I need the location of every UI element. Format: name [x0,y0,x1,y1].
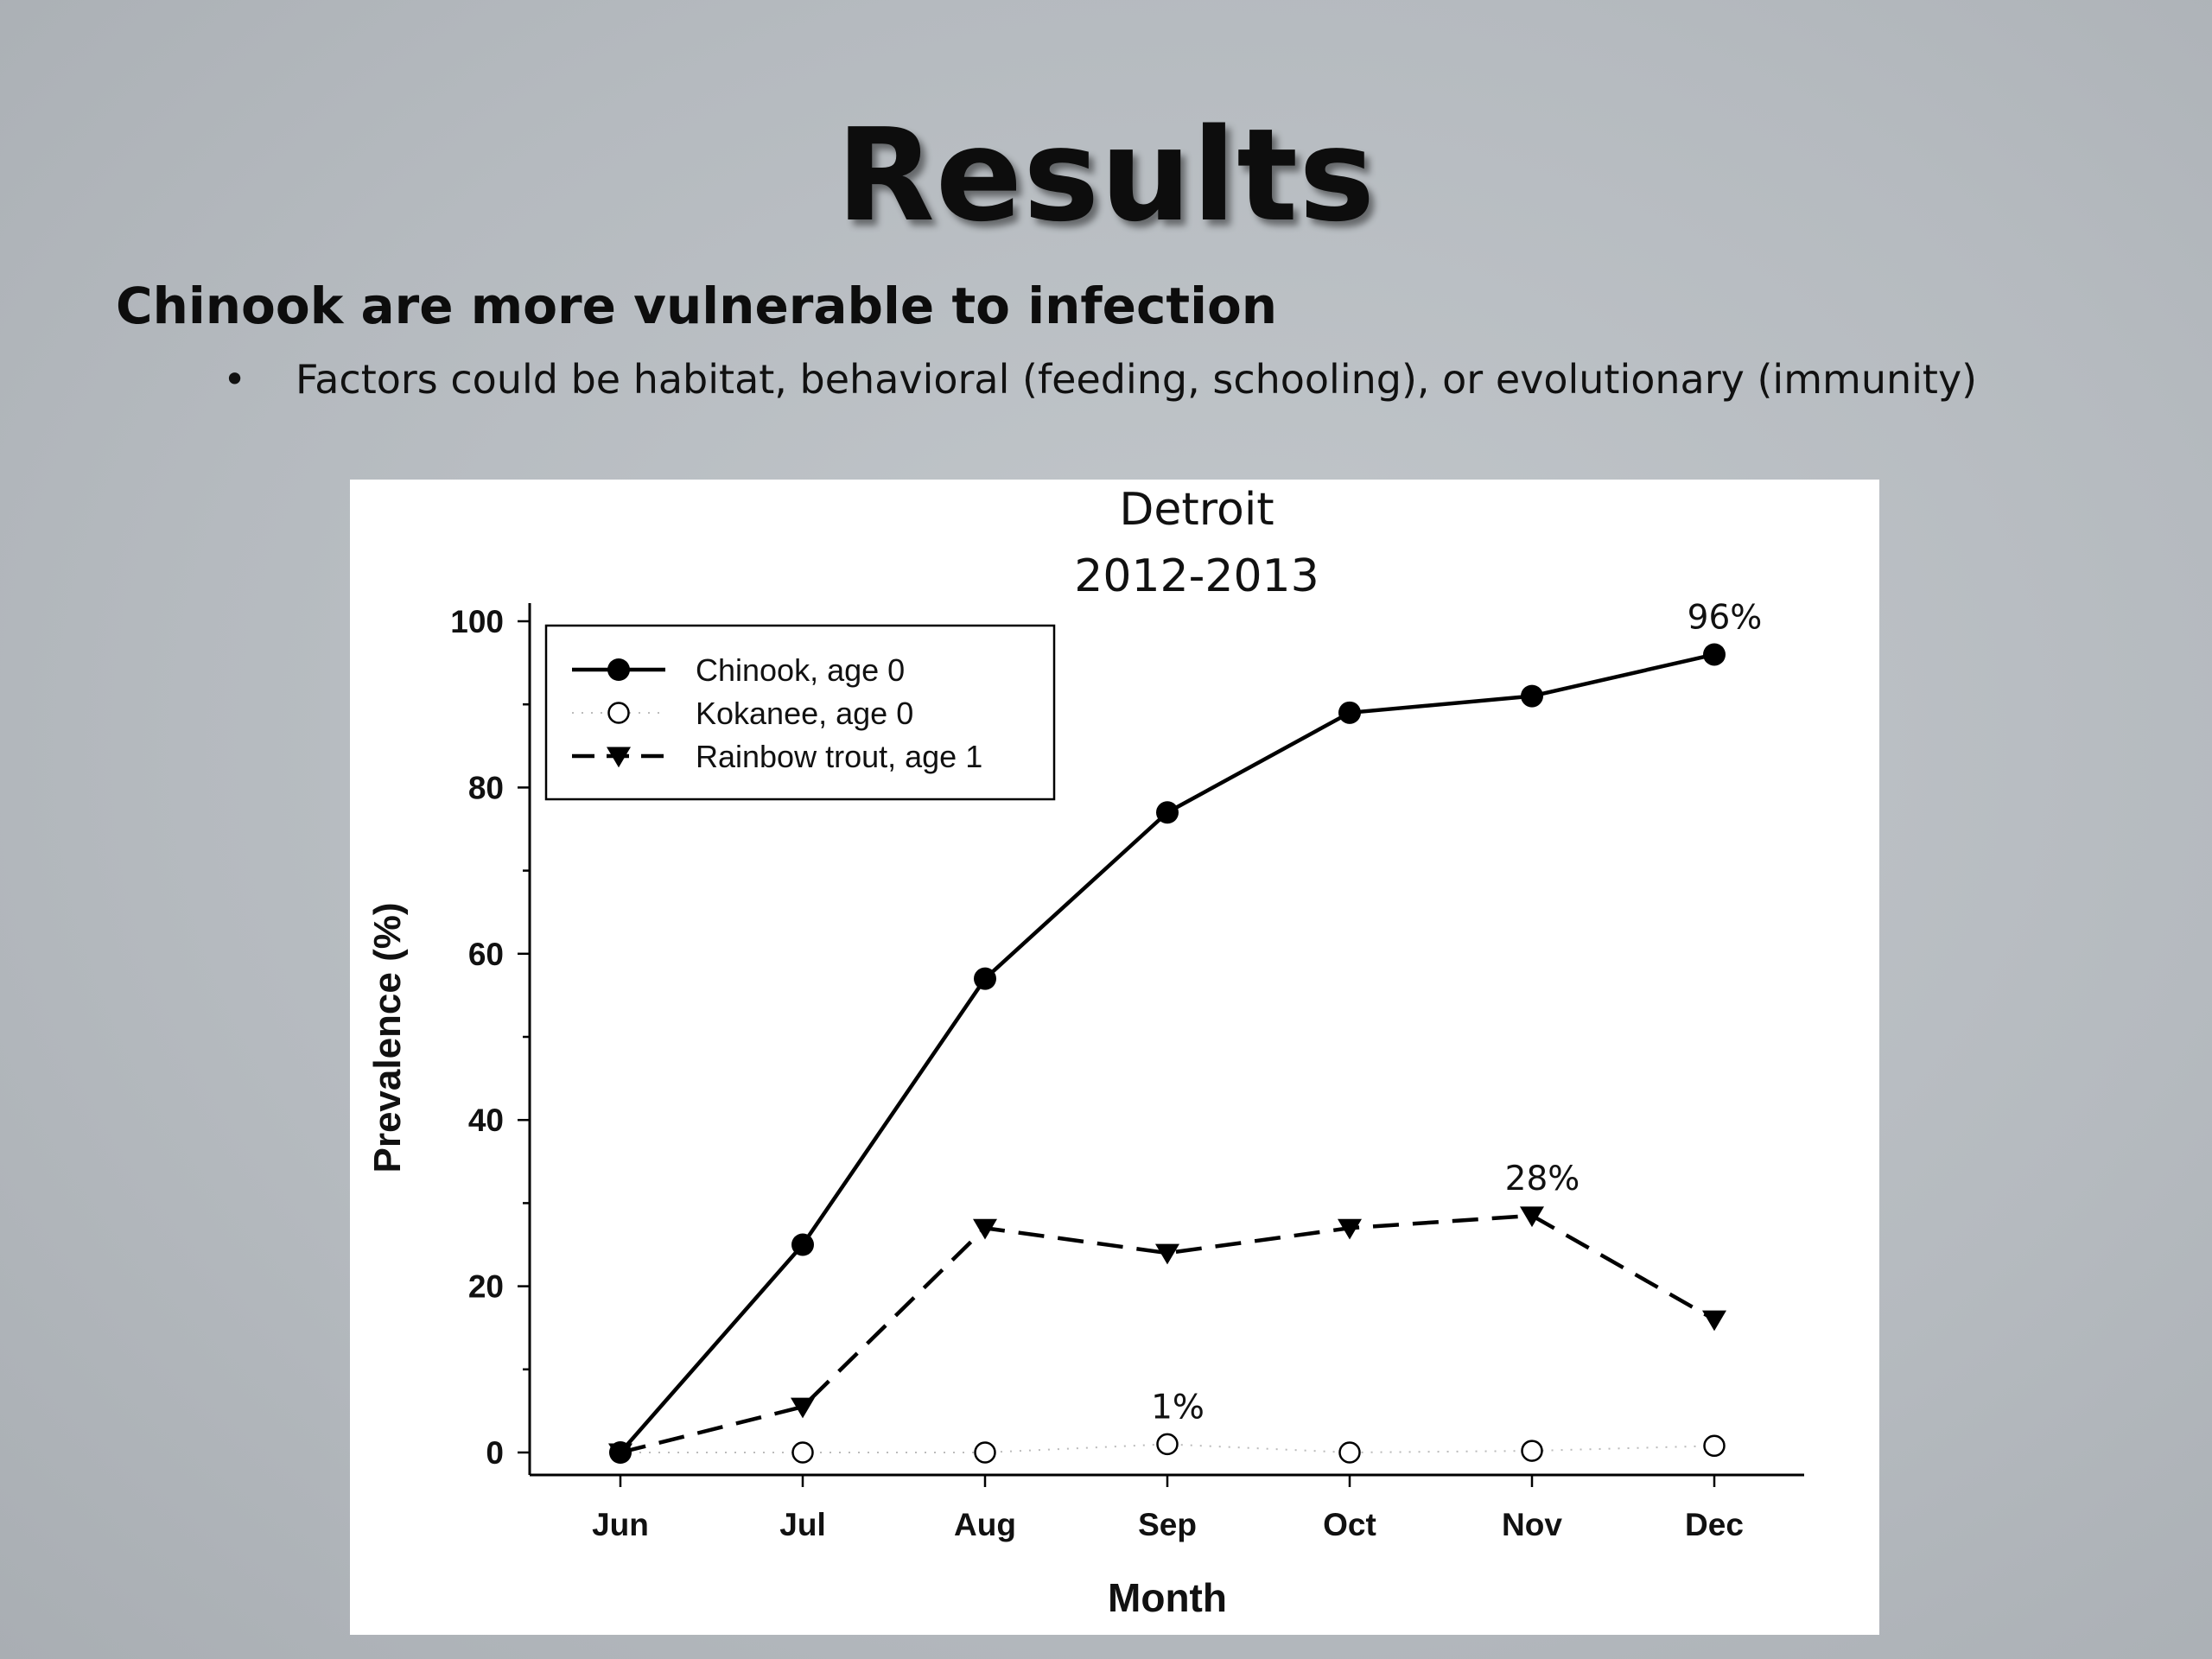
x-tick-label: Jun [592,1507,649,1542]
data-point [791,1233,814,1256]
legend-marker [607,702,630,724]
y-tick-label: 0 [486,1435,504,1471]
data-point [973,1218,997,1240]
legend-label: Kokanee, age 0 [696,696,913,731]
chart-panel: Detroit 2012-2013 0 20 40 60 80 100 Jun Jul Aug Sep… [350,480,1879,1635]
slide-title: Results [836,101,1376,250]
data-point [791,1397,815,1419]
y-tick-label: 60 [468,937,504,972]
data-point [791,1441,814,1464]
x-tick-label: Oct [1323,1507,1376,1542]
y-axis-label: Prevalence (%) [366,902,409,1173]
data-point [1155,1243,1179,1265]
data-point [1338,701,1361,724]
chart-title: Detroit [1119,484,1274,536]
data-label: 28% [1505,1160,1580,1198]
legend-marker [607,747,631,768]
bullet-marker: • [223,356,247,403]
legend-label: Chinook, age 0 [696,652,905,688]
data-point [1338,1441,1361,1464]
series-chinook-age-0 [609,643,1726,1464]
legend-marker [607,658,630,681]
data-point [1521,1440,1543,1462]
x-tick-label: Nov [1502,1507,1562,1542]
data-label: 1% [1151,1388,1205,1427]
series-kokanee-age-0 [609,1433,1726,1464]
x-tick-label: Jul [779,1507,825,1542]
y-tick-label: 80 [468,770,504,805]
y-tick-label: 20 [468,1269,504,1305]
data-point [974,1441,996,1464]
data-point [1703,1434,1726,1458]
legend: Chinook, age 0 Kokanee, age 0 Rainbow trou… [544,624,1056,801]
data-point [1156,1433,1179,1456]
data-point [1702,1310,1726,1332]
bullet-text: Factors could be habitat, behavioral (fe… [296,356,1978,403]
data-point [1703,643,1726,666]
y-tick-label: 40 [468,1103,504,1138]
data-point [974,967,996,990]
data-point [1520,1206,1544,1228]
slide-subtitle: Chinook are more vulnerable to infection [116,276,1278,335]
x-axis-label: Month [1108,1575,1227,1620]
data-point [1156,801,1179,824]
data-point [1338,1218,1362,1240]
bullet-item: • Factors could be habitat, behavioral (f… [223,351,1977,408]
y-tick-label: 100 [450,604,504,639]
data-label: 96% [1688,598,1763,637]
x-tick-label: Aug [954,1507,1016,1542]
x-tick-label: Sep [1138,1507,1197,1542]
data-point [609,1441,632,1464]
data-point [1521,684,1543,708]
prevalence-chart: Detroit 2012-2013 0 20 40 60 80 100 Jun Jul Aug Sep… [366,484,1804,1620]
x-tick-label: Dec [1685,1507,1744,1542]
chart-subtitle: 2012-2013 [1074,550,1319,602]
legend-label: Rainbow trout, age 1 [696,739,982,774]
